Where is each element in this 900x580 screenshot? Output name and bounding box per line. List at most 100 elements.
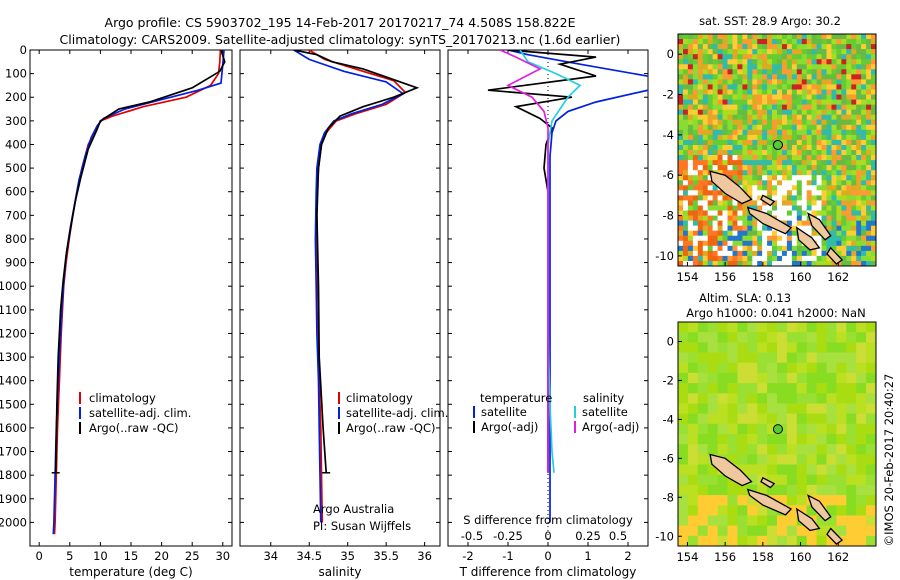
map-cell [796,139,803,146]
map-cell [821,185,827,191]
map-cell [861,170,867,176]
map-cell [806,89,813,95]
legend-label-t-argo: Argo(-adj) [481,420,538,434]
map-cell [697,495,709,506]
map-cell [831,145,837,151]
map-cell [826,150,832,156]
map-cell [786,393,798,404]
map-cell [712,89,719,95]
map-cell [742,114,748,121]
map-cell [777,332,788,343]
map-cell [836,84,842,90]
map-cell [831,235,837,242]
map-cell [801,64,808,70]
map-cell [836,205,842,211]
map-cell [772,210,778,216]
map-cell [722,230,728,237]
map-cell [821,99,827,106]
map-cell [772,160,778,166]
map-cell [816,535,827,546]
map-cell [786,119,793,126]
map-cell [786,49,793,55]
map-cell [811,69,818,75]
map-cell [767,79,773,85]
map-cell [791,139,798,146]
map-cell [796,220,803,227]
map-cell [737,250,743,257]
map-cell [791,134,798,141]
y-tick-label: 1100 [0,303,27,317]
y-tick-label: 1600 [0,421,27,435]
map-cell [678,39,684,45]
map-cell [757,454,768,466]
map-cell [687,34,694,40]
map-cell [747,525,758,537]
map-cell [856,94,862,100]
temperature-axes: 0100200300400500600700800900100011001200… [0,43,232,563]
map-cell [826,464,837,476]
map-cell [767,240,773,247]
map-cell [806,114,813,121]
map-cell [737,403,748,415]
map-cell [717,134,724,141]
map-cell [816,59,823,65]
map-cell [697,535,709,546]
map-cell [801,250,808,257]
map-cell [851,245,857,252]
map-cell [707,39,714,45]
map-cell [737,54,743,60]
map-cell [757,423,768,435]
map-cell [727,332,738,343]
map-cell [791,39,798,45]
map-cell [722,99,728,106]
map-cell [717,444,728,455]
map-cell [762,84,768,90]
map-cell [816,342,827,354]
map-cell [678,79,684,85]
map-cell [717,245,724,252]
map-cell [841,134,847,141]
map-cell [692,250,699,257]
map-cell [796,190,803,196]
map-cell [791,160,798,166]
map-cell [866,495,876,506]
map-cell [836,109,842,116]
map-cell [831,220,837,227]
map-cell [678,34,684,40]
map-cell [801,44,808,50]
map-cell [851,165,857,171]
y-tick-label: 1800 [0,468,27,482]
island [709,170,753,205]
map-cell [687,383,699,394]
map-cell [816,423,827,435]
map-cell [722,64,728,70]
map-cell [866,205,872,211]
map-cell [757,261,763,266]
map-cell [796,59,803,65]
map-cell [737,64,743,70]
y-tick-label: 1400 [0,374,27,388]
map-cell [821,124,827,131]
map-cell [811,200,818,206]
map-cell [782,89,788,95]
map-cell [861,129,867,136]
map-cell [767,175,773,181]
map-cell [811,39,818,45]
map-cell [707,434,719,445]
map-cell [712,114,719,121]
map-cell [767,54,773,60]
map-cell [846,54,852,60]
map-cell [767,484,778,496]
map-cell [846,200,852,206]
map-cell [871,109,876,116]
map-cell [782,59,788,65]
map-cell [796,150,803,156]
map-cell [722,44,728,50]
map-cell [772,59,778,65]
map-cell [826,54,832,60]
map-cell [851,64,857,70]
map-cell [861,114,867,121]
map-cell [762,145,768,151]
map-cell [747,170,753,176]
map-cell [687,230,694,237]
